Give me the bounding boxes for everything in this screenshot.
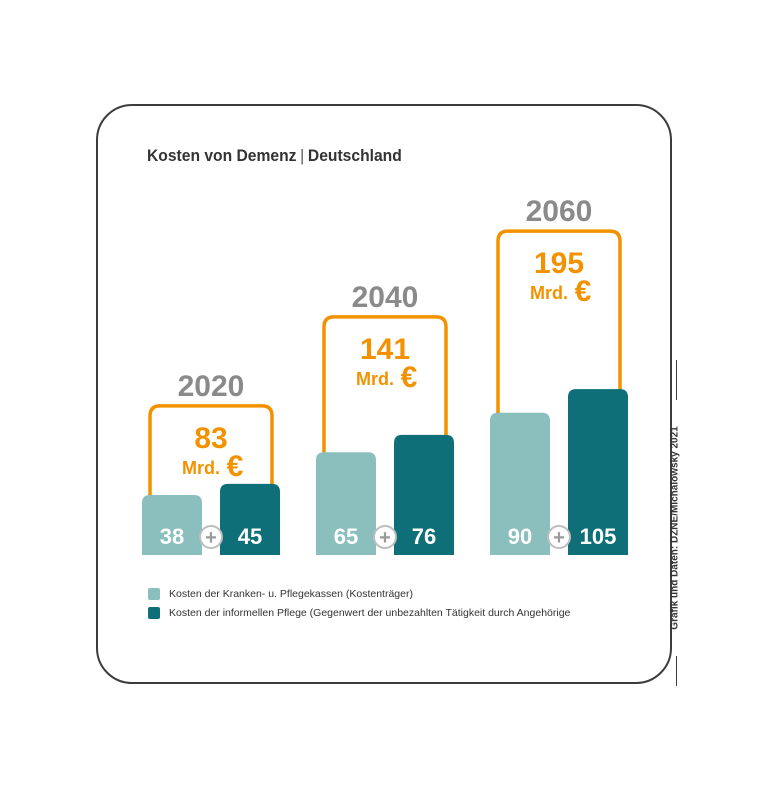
plus-icon-2060: + xyxy=(553,527,565,549)
plus-icon-2020: + xyxy=(205,527,217,549)
bar-informell-2040 xyxy=(394,434,454,555)
bar-informell-2020 xyxy=(220,483,280,555)
year-label-2040: 2040 xyxy=(352,281,419,314)
legend: Kosten der Kranken- u. Pflegekassen (Kos… xyxy=(148,584,570,622)
total-value-2020: 83 xyxy=(194,422,227,455)
value-label-informell-2040: 76 xyxy=(412,524,436,549)
plus-icon-2040: + xyxy=(379,527,391,549)
total-bracket-2020 xyxy=(148,404,274,515)
total-unit-2040: Mrd. xyxy=(356,369,394,389)
value-label-informell-2060: 105 xyxy=(580,524,617,549)
legend-label-informell: Kosten der informellen Pflege (Gegenwert… xyxy=(169,606,571,619)
year-label-2060: 2060 xyxy=(526,195,593,228)
legend-label-kassen: Kosten der Kranken- u. Pflegekassen (Kos… xyxy=(169,587,413,600)
plus-circle-2020 xyxy=(199,525,223,549)
total-value-2040: 141 xyxy=(360,333,410,366)
total-bracket-2060 xyxy=(496,229,622,515)
euro-icon-2020: € xyxy=(227,450,244,483)
credit-line-bottom xyxy=(676,656,677,686)
legend-swatch-dark xyxy=(148,606,160,619)
value-label-kassen-2020: 38 xyxy=(160,524,184,549)
legend-item-kassen: Kosten der Kranken- u. Pflegekassen (Kos… xyxy=(148,584,570,603)
euro-icon-2040: € xyxy=(401,361,418,394)
legend-swatch-light xyxy=(148,587,160,600)
value-label-kassen-2040: 65 xyxy=(334,524,358,549)
legend-item-informell: Kosten der informellen Pflege (Gegenwert… xyxy=(148,603,570,622)
value-label-kassen-2060: 90 xyxy=(508,524,532,549)
bar-informell-2060 xyxy=(568,389,628,555)
bar-kassen-2060 xyxy=(490,412,550,555)
bar-kassen-2040 xyxy=(316,452,376,555)
title-region: Deutschland xyxy=(307,146,402,165)
total-unit-2020: Mrd. xyxy=(182,458,220,478)
credit-line-top xyxy=(676,360,677,400)
total-unit-2060: Mrd. xyxy=(530,283,568,303)
total-bracket-2040 xyxy=(322,315,448,515)
value-label-informell-2020: 45 xyxy=(238,524,262,549)
title-separator: | xyxy=(300,146,305,165)
euro-icon-2060: € xyxy=(575,275,592,308)
chart-title: Kosten von Demenz | Deutschland xyxy=(147,146,402,166)
bar-kassen-2020 xyxy=(142,494,202,555)
year-label-2020: 2020 xyxy=(178,370,245,403)
plus-circle-2040 xyxy=(373,525,397,549)
plus-circle-2060 xyxy=(547,525,571,549)
title-main: Kosten von Demenz xyxy=(147,146,297,165)
credit-text: Grafik und Daten: DZNE/Michalowsky 2021 xyxy=(669,426,681,630)
total-value-2060: 195 xyxy=(534,247,584,280)
